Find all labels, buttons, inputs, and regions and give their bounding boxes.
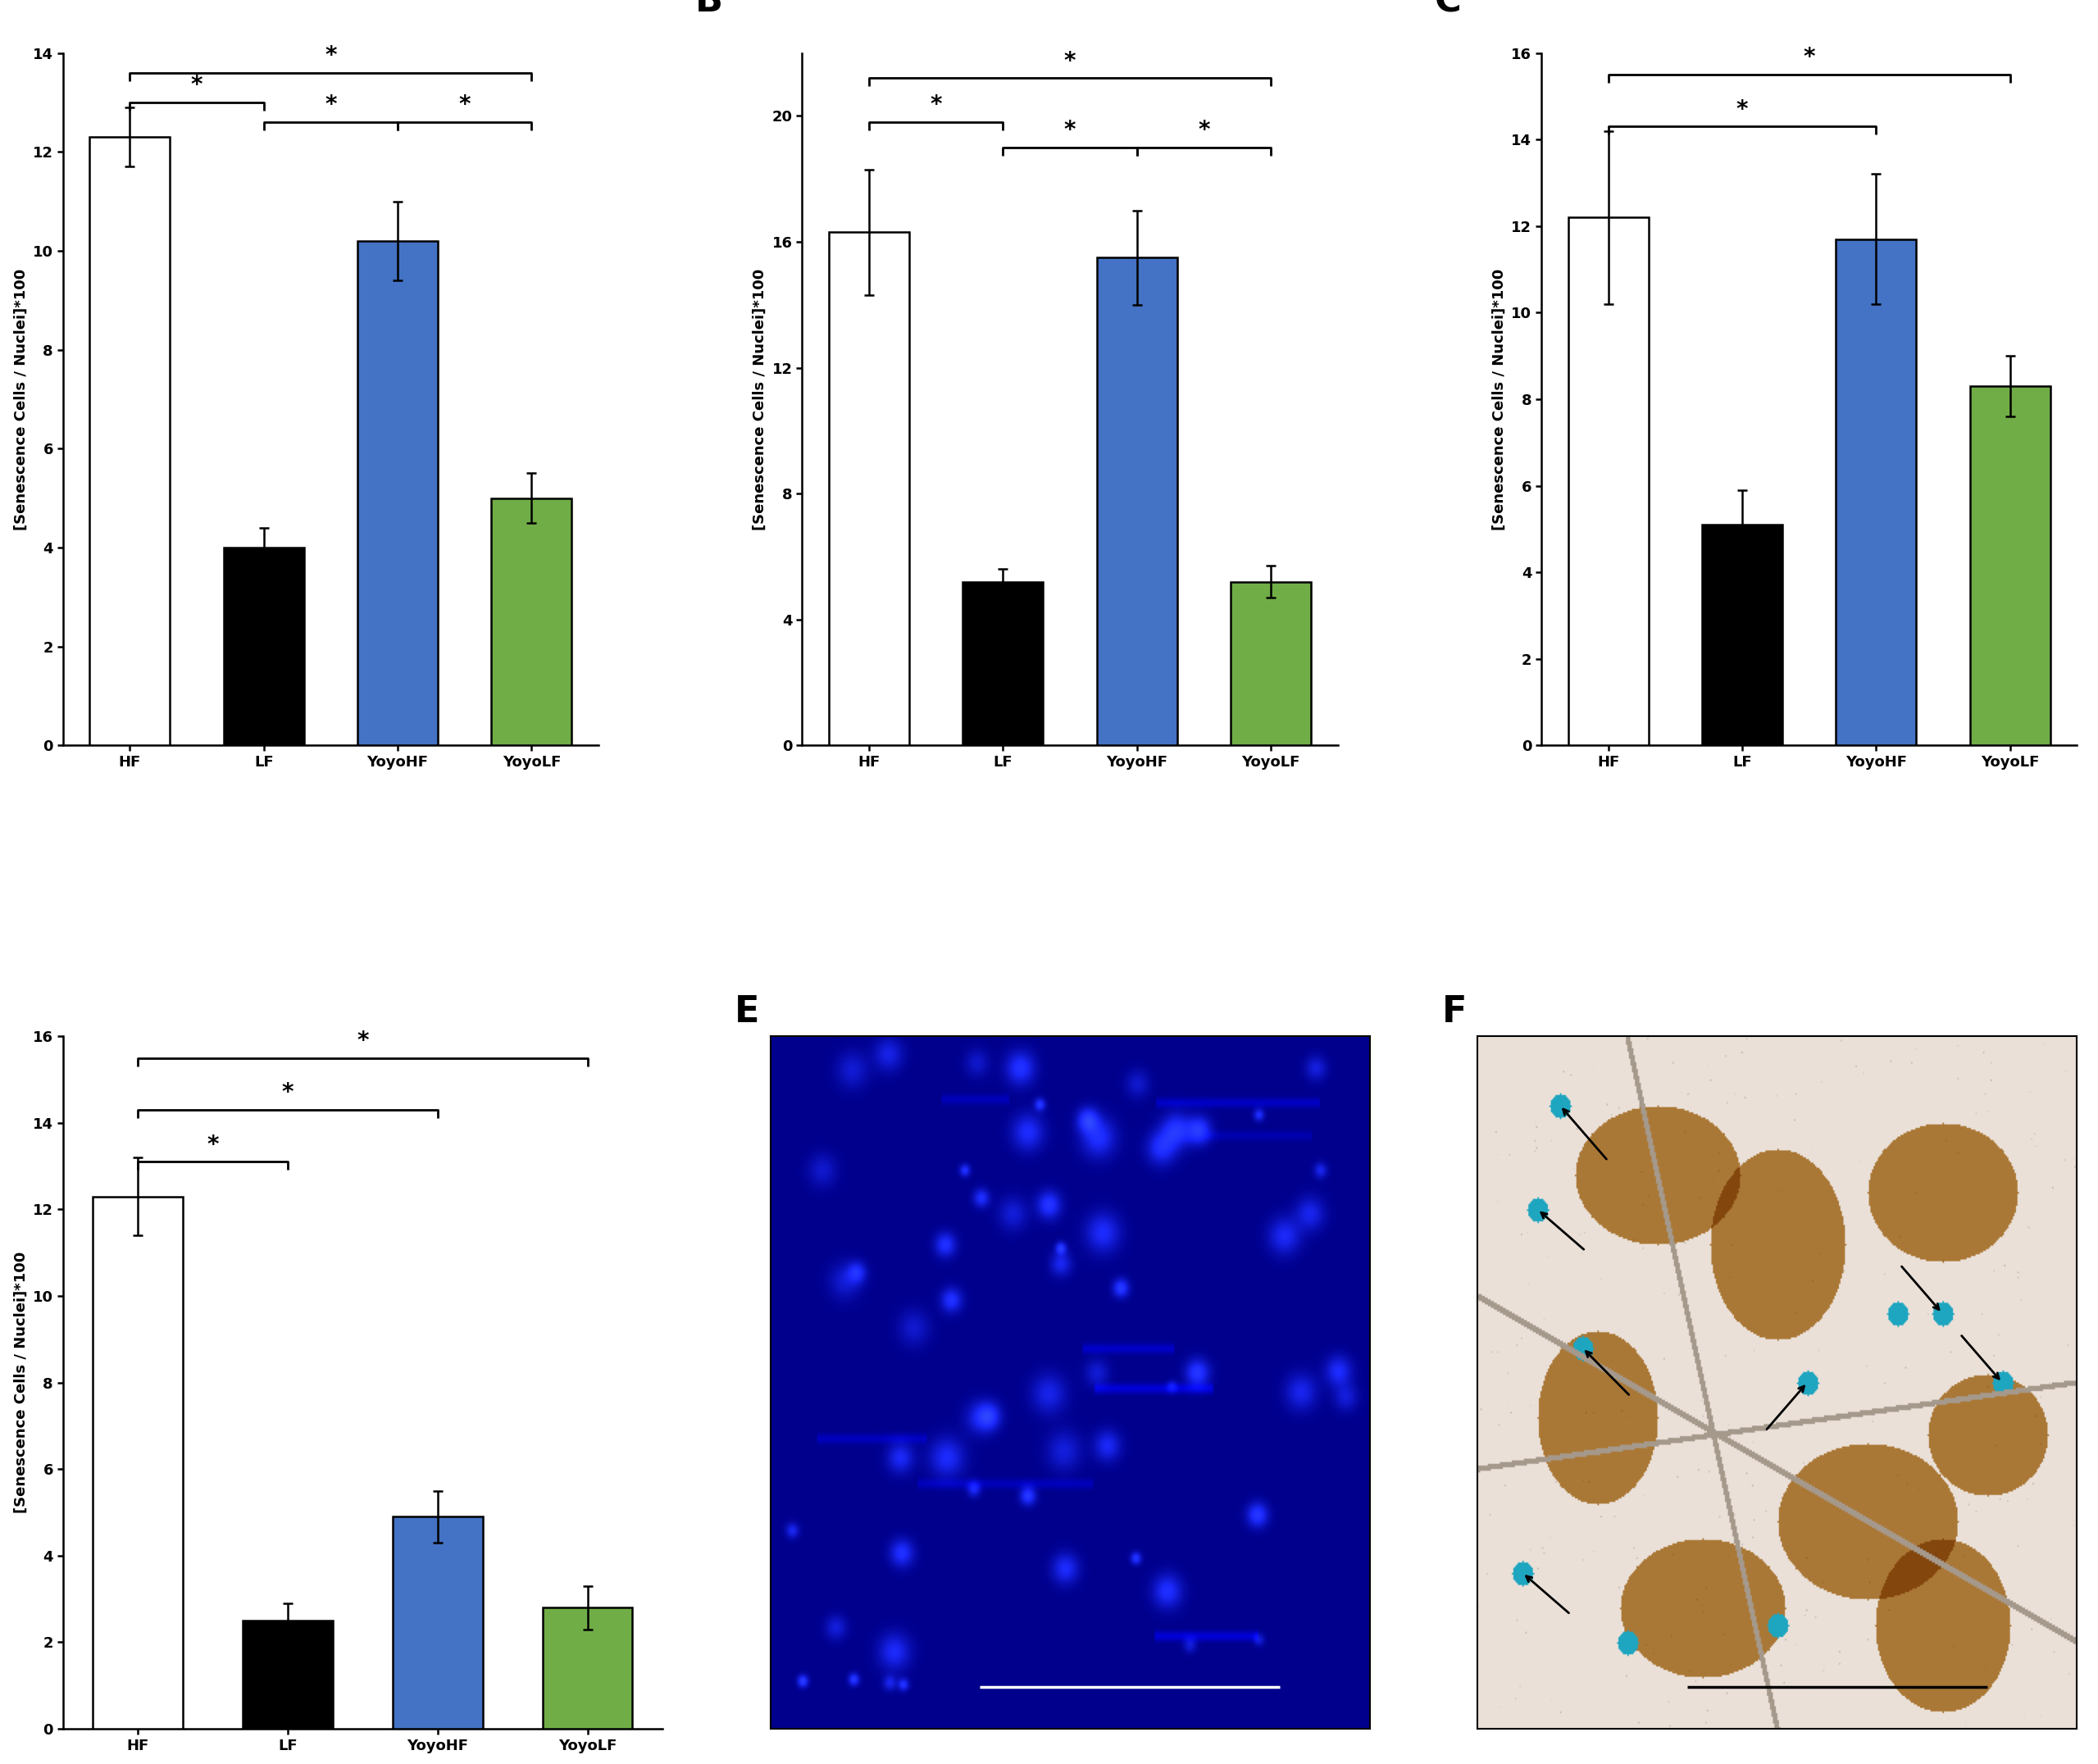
Text: F: F [1441,995,1467,1030]
Bar [829,233,908,746]
Y-axis label: [Senescence Cells / Nuclei]*100: [Senescence Cells / Nuclei]*100 [1492,268,1506,529]
Y-axis label: [Senescence Cells / Nuclei]*100: [Senescence Cells / Nuclei]*100 [13,268,27,529]
Text: E: E [734,995,759,1030]
Text: *: * [208,1132,218,1155]
Text: *: * [325,93,336,116]
Bar [1097,258,1177,746]
Text: *: * [191,74,204,97]
Bar [1232,582,1311,746]
Text: *: * [1198,118,1211,141]
Text: *: * [281,1081,294,1104]
Bar [357,242,438,746]
Bar [92,1196,183,1729]
Text: *: * [357,1030,369,1053]
Text: *: * [1064,118,1076,141]
Text: *: * [929,93,942,116]
Text: *: * [325,44,336,67]
Text: B: B [694,0,724,19]
Bar [491,497,573,746]
Bar [243,1621,334,1729]
Text: *: * [1737,99,1748,122]
Y-axis label: [Senescence Cells / Nuclei]*100: [Senescence Cells / Nuclei]*100 [13,1252,27,1514]
Text: C: C [1435,0,1460,19]
Text: *: * [459,93,470,116]
Text: *: * [1804,46,1815,69]
Bar [543,1607,631,1729]
Text: *: * [1064,49,1076,72]
Bar [224,547,304,746]
Bar [1836,240,1915,746]
Bar [90,138,170,746]
Bar [1567,217,1649,746]
Bar [392,1517,483,1729]
Bar [963,582,1043,746]
Y-axis label: [Senescence Cells / Nuclei]*100: [Senescence Cells / Nuclei]*100 [753,268,768,529]
Bar [1701,524,1783,746]
Bar [1970,386,2050,746]
